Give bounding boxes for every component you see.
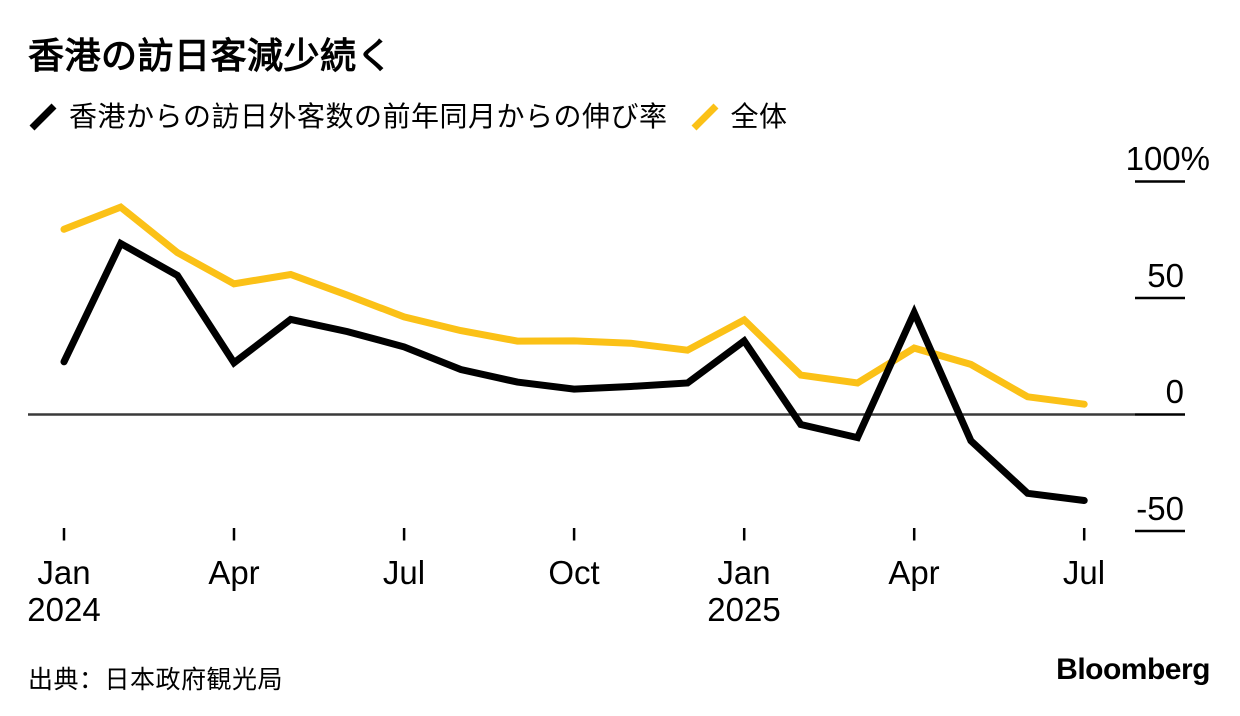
y-axis-label-0: 0 <box>1165 373 1184 410</box>
x-axis-label-jul2024: Jul <box>382 554 426 591</box>
legend: 香港からの訪日外客数の前年同月からの伸び率 全体 <box>28 102 788 132</box>
bloomberg-logo: Bloomberg <box>1056 653 1210 686</box>
x-axis-tick-marks <box>62 528 1086 541</box>
total-series-line <box>60 203 1088 408</box>
y-axis-label-neg50: -50 <box>1136 490 1184 527</box>
y-axis-label-100: 100% <box>1125 140 1210 177</box>
hongkong-line-swatch-icon <box>29 103 57 131</box>
y-axis-label-50: 50 <box>1147 257 1184 294</box>
legend-item-total: 全体 <box>690 102 788 132</box>
legend-item-hongkong: 香港からの訪日外客数の前年同月からの伸び率 <box>28 102 668 132</box>
legend-label-total: 全体 <box>730 101 788 132</box>
source-note: 出典：日本政府観光局 <box>28 666 284 694</box>
y-axis-tick-marks <box>1135 180 1185 533</box>
x-axis-label-jan2024: Jan 2024 <box>27 554 101 628</box>
x-axis-label-jan2025: Jan 2025 <box>707 554 781 628</box>
hongkong-series-line <box>60 238 1088 504</box>
x-axis-label-apr2025: Apr <box>888 554 940 591</box>
x-axis-label-apr2024: Apr <box>208 554 260 591</box>
page-title: 香港の訪日客減少続く <box>28 35 394 76</box>
x-axis-label-oct2024: Oct <box>548 554 600 591</box>
legend-label-hongkong: 香港からの訪日外客数の前年同月からの伸び率 <box>69 101 668 132</box>
x-axis-label-jul2025: Jul <box>1062 554 1106 591</box>
total-line-swatch-icon <box>691 103 718 131</box>
